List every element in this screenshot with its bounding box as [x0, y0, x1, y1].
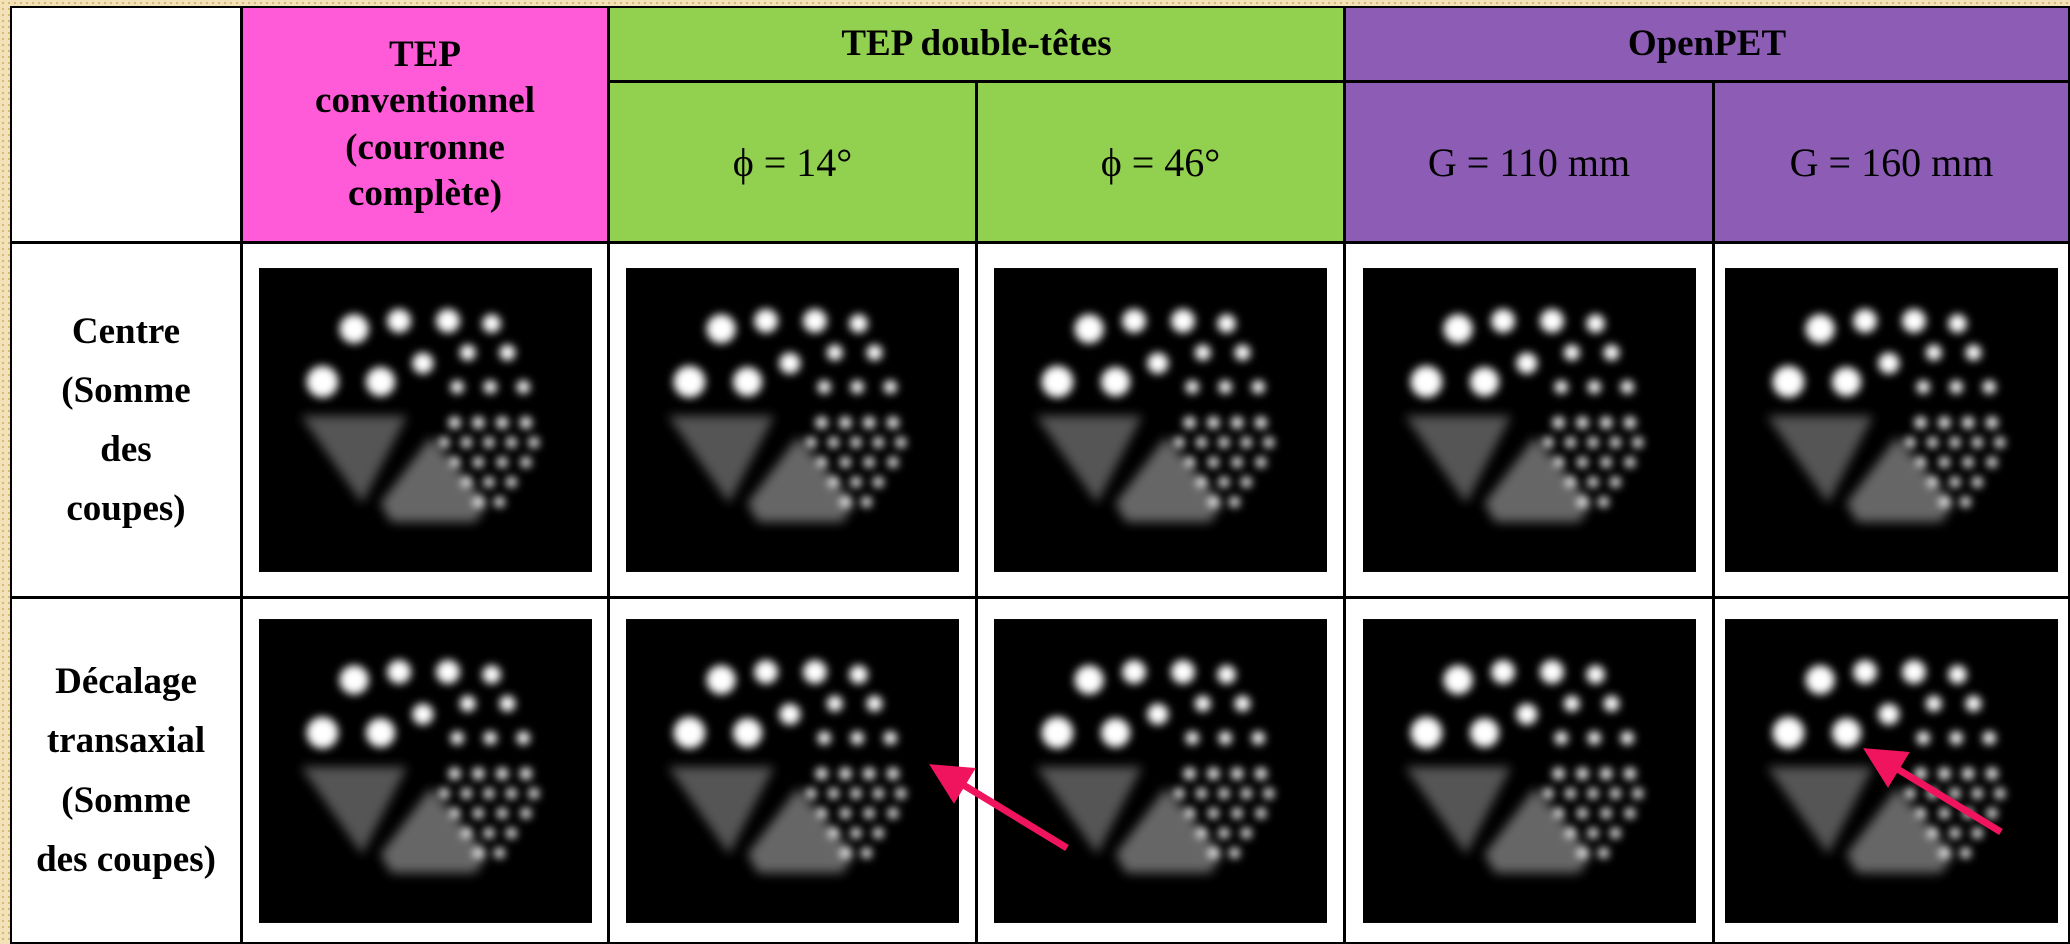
image-cell — [241, 597, 609, 944]
image-cell — [976, 242, 1345, 598]
phantom-image — [1725, 268, 2058, 572]
group-header: TEP double-têtes — [608, 6, 1345, 82]
phantom-image — [1363, 619, 1696, 923]
subheader: ϕ = 46° — [976, 81, 1345, 243]
image-cell — [1344, 597, 1714, 944]
subheader-text: ϕ = 14° — [733, 139, 853, 186]
phantom — [626, 268, 959, 572]
group-header-text: TEP double-têtes — [841, 21, 1111, 67]
phantom-image — [626, 268, 959, 572]
subheader-text: ϕ = 46° — [1101, 139, 1221, 186]
group-header-text: TEP conventionnel (couronne complète) — [300, 32, 550, 217]
row-label: Centre (Somme des coupes) — [10, 242, 242, 598]
phantom — [1725, 619, 2058, 923]
phantom — [994, 619, 1327, 923]
page: TEP conventionnel (couronne complète) TE… — [0, 0, 2070, 944]
phantom — [994, 268, 1327, 572]
phantom-image — [1363, 268, 1696, 572]
phantom — [1363, 619, 1696, 923]
group-header-text: OpenPET — [1628, 21, 1786, 67]
phantom-image — [994, 619, 1327, 923]
subheader: G = 110 mm — [1344, 81, 1714, 243]
phantom — [1725, 268, 2058, 572]
image-cell — [241, 242, 609, 598]
corner-cell — [10, 6, 242, 243]
phantom-image — [259, 268, 592, 572]
phantom-image — [994, 268, 1327, 572]
phantom — [259, 268, 592, 572]
image-cell — [1713, 242, 2070, 598]
subheader: ϕ = 14° — [608, 81, 977, 243]
image-cell — [976, 597, 1345, 944]
image-cell — [608, 597, 977, 944]
subheader-text: G = 110 mm — [1428, 139, 1630, 186]
phantom — [1363, 268, 1696, 572]
image-cell — [1344, 242, 1714, 598]
row-label: Décalage transaxial (Somme des coupes) — [10, 597, 242, 944]
image-cell — [1713, 597, 2070, 944]
phantom — [626, 619, 959, 923]
phantom — [259, 619, 592, 923]
group-header: TEP conventionnel (couronne complète) — [241, 6, 609, 243]
subheader-text: G = 160 mm — [1790, 139, 1994, 186]
row-label-text: Centre (Somme des coupes) — [41, 302, 211, 539]
image-cell — [608, 242, 977, 598]
phantom-image — [1725, 619, 2058, 923]
phantom-image — [259, 619, 592, 923]
phantom-image — [626, 619, 959, 923]
group-header: OpenPET — [1344, 6, 2070, 82]
subheader: G = 160 mm — [1713, 81, 2070, 243]
row-label-text: Décalage transaxial (Somme des coupes) — [31, 652, 221, 889]
